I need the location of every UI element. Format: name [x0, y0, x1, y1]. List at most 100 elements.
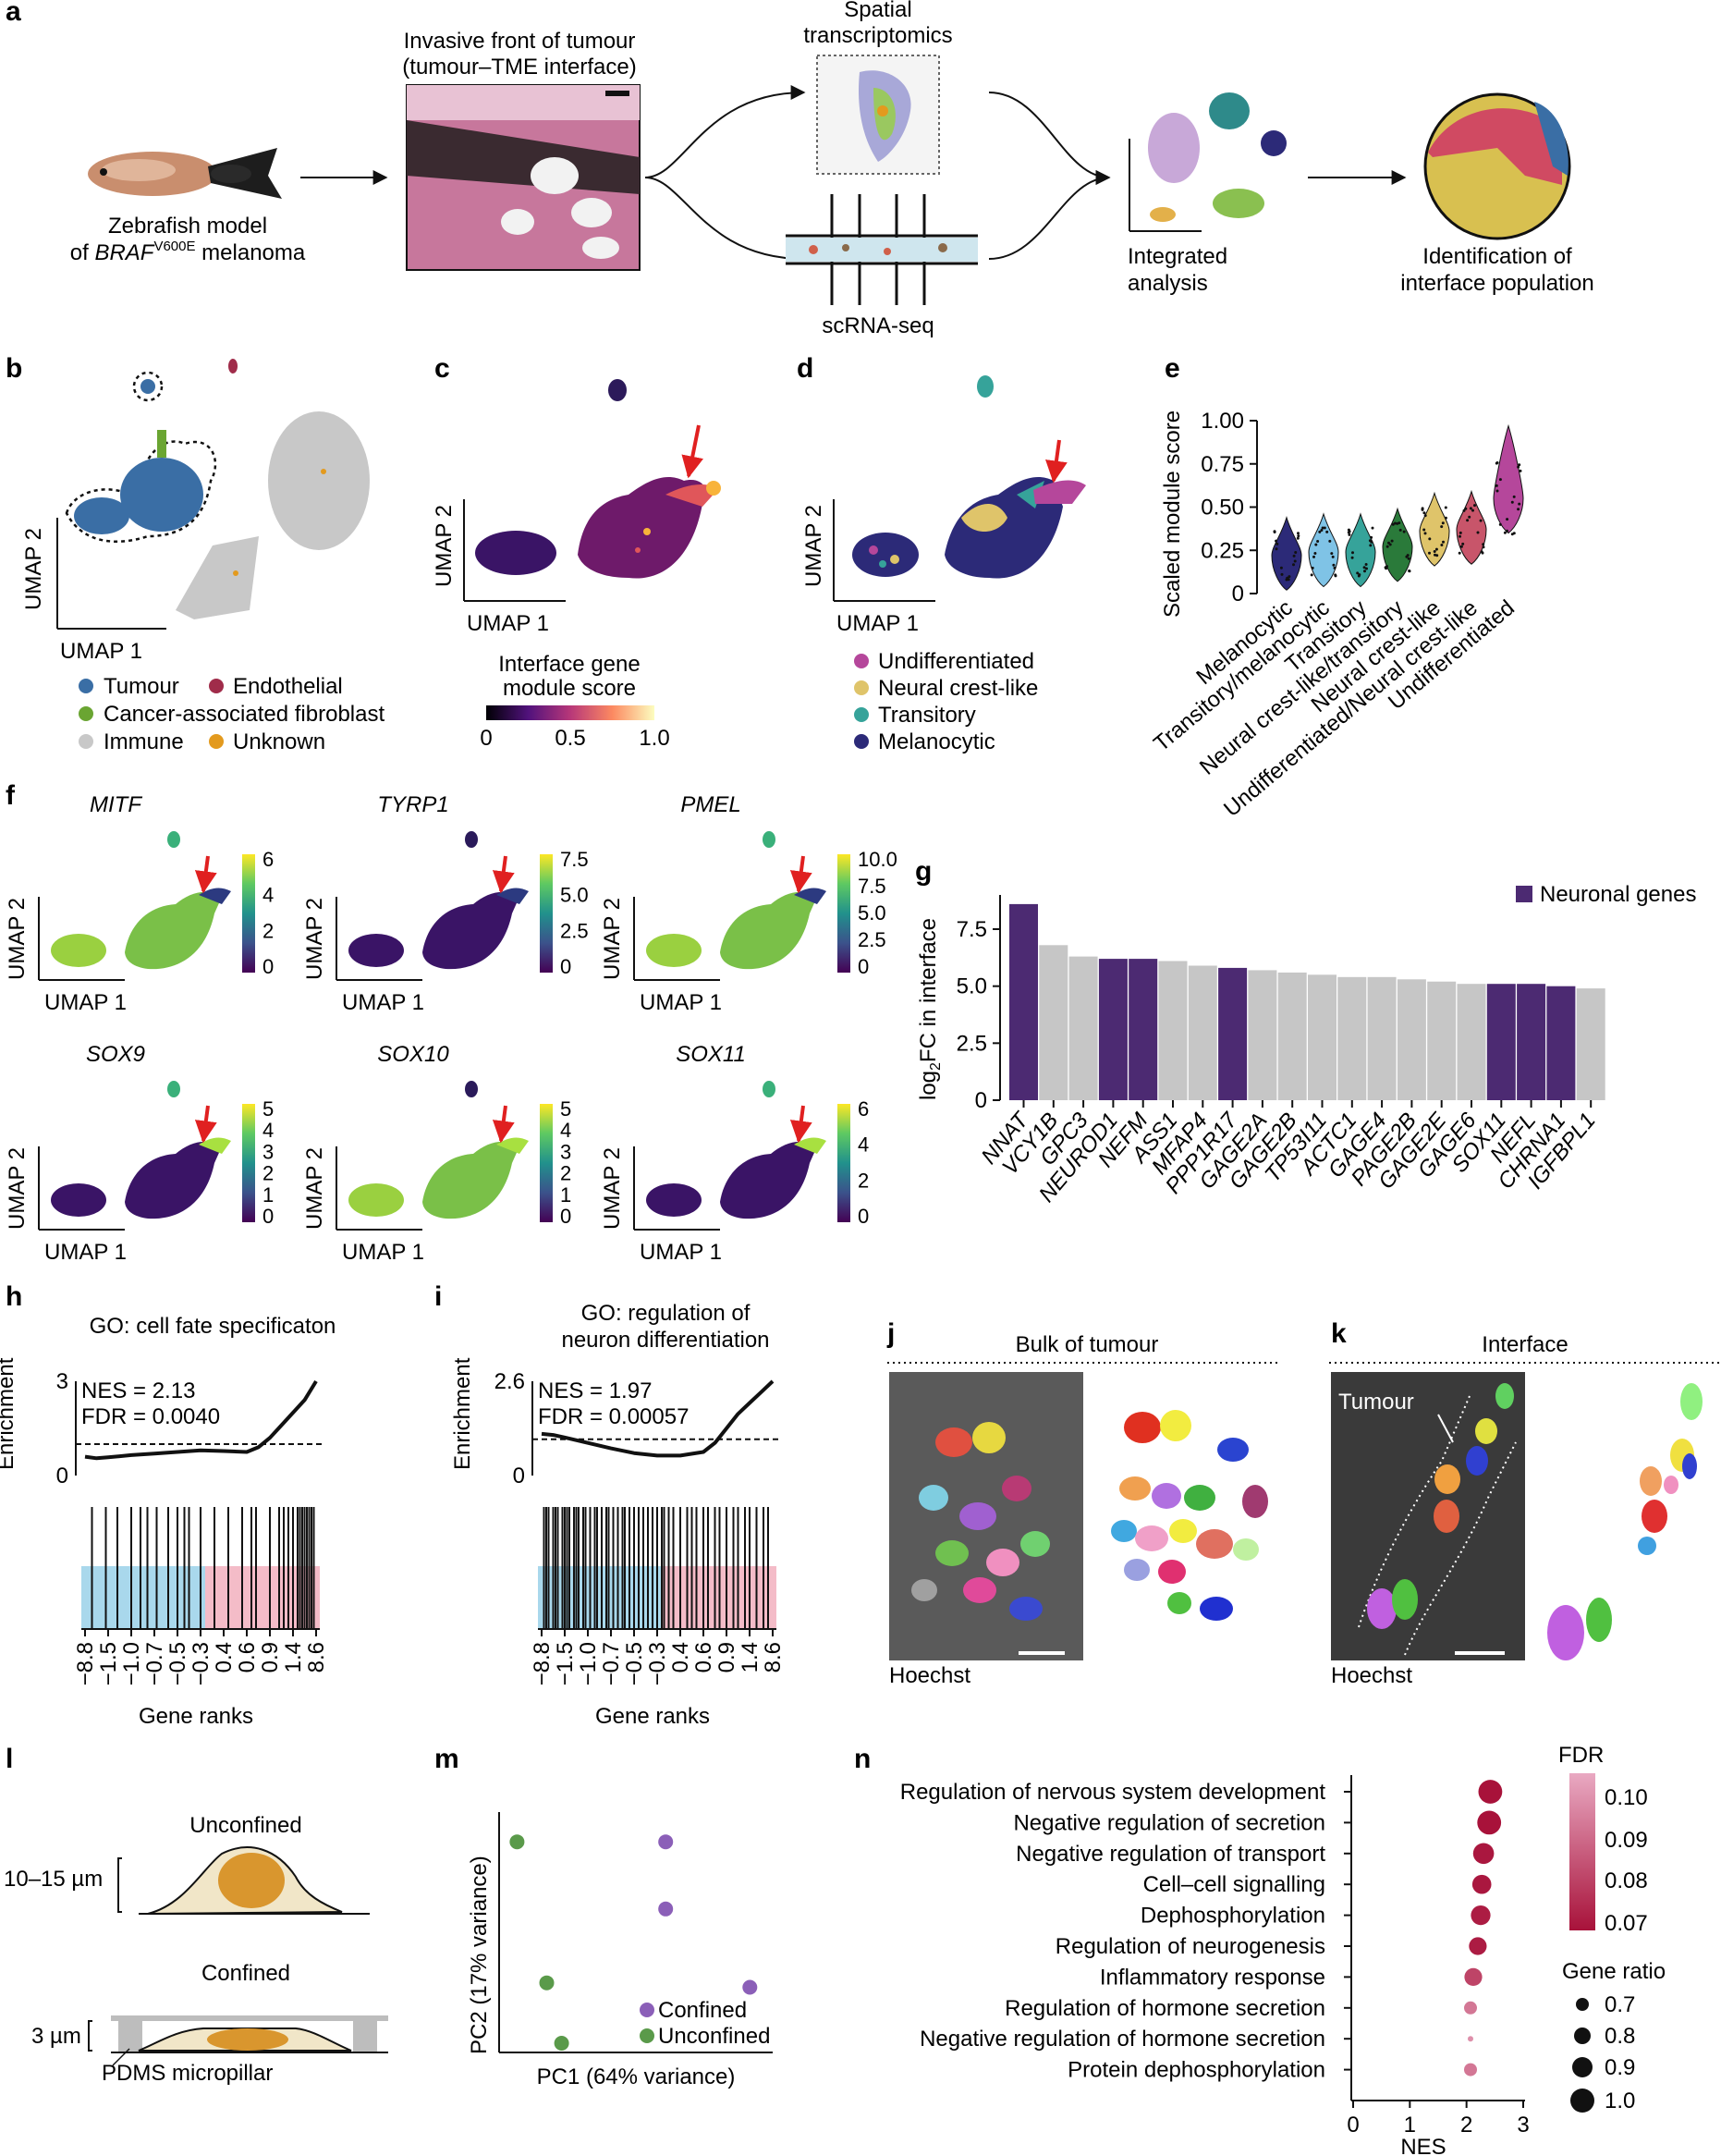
e-point — [1330, 552, 1334, 556]
e-point — [1428, 551, 1431, 555]
f-gene-title: PMEL — [680, 792, 740, 817]
n-dot — [1464, 1967, 1483, 1986]
spatial-caption-1: Spatial — [844, 0, 911, 22]
histology-image — [406, 84, 641, 271]
gsea-xtick-label: 0.4 — [212, 1642, 237, 1672]
f-umap-blob — [465, 1081, 478, 1097]
f-cbar-tick: 0 — [262, 1205, 274, 1228]
gsea-rank-negative — [81, 1566, 205, 1629]
e-ytick-label: 1.00 — [1201, 409, 1244, 434]
panel-n: n NES FDR 0.10 0.09 0.08 0.07 Gene ratio… — [854, 1743, 1666, 2156]
umap-clusters-b — [65, 359, 370, 619]
gsea-xtick-label: 0.6 — [691, 1642, 716, 1672]
e-point — [1350, 556, 1354, 559]
m-ylabel: PC2 (17% variance) — [467, 1856, 492, 2054]
f-umap-blob — [763, 1081, 775, 1097]
e-point — [1371, 526, 1374, 530]
e-point — [1388, 543, 1392, 546]
gsea-ytick-top: 3 — [56, 1369, 68, 1394]
m-xlabel: PC1 (64% variance) — [537, 2064, 736, 2089]
gsea-xtick-label: −1.5 — [553, 1642, 578, 1685]
n-term-label: Negative regulation of secretion — [1013, 1810, 1325, 1835]
e-point — [1440, 525, 1444, 529]
legend-swatch-tumour — [79, 679, 93, 693]
f-cbar-tick: 1 — [560, 1183, 571, 1207]
d-arrow — [1045, 439, 1068, 484]
f-arrow — [492, 1105, 515, 1144]
f-umap-blob — [763, 831, 775, 848]
e-point — [1332, 563, 1336, 567]
e-point — [1347, 531, 1350, 534]
f-cbar-tick: 10.0 — [858, 848, 897, 871]
j-stain: Hoechst — [889, 1663, 970, 1688]
k-title: Interface — [1482, 1332, 1568, 1357]
legend-endothelial: Endothelial — [233, 674, 343, 699]
f-xlabel: UMAP 1 — [640, 990, 722, 1015]
f-arrow — [492, 855, 515, 894]
f-umap-blob — [167, 831, 180, 848]
panel-i: i GO: regulation of neuron differentiati… — [434, 1281, 786, 1729]
gsea-xtick-label: 0.6 — [235, 1642, 260, 1672]
panel-h: h GO: cell fate specificaton Enrichment 3… — [0, 1281, 336, 1729]
e-point — [1512, 495, 1516, 498]
legend-swatch-unknown — [209, 734, 224, 749]
l-nucleus-confined — [207, 2028, 288, 2051]
l-pillar-left — [118, 2021, 142, 2052]
e-point — [1293, 559, 1297, 563]
f-ylabel: UMAP 2 — [302, 1147, 327, 1230]
gsea-xtick-label: 8.6 — [761, 1642, 786, 1672]
legend-swatch-melanocytic — [854, 734, 869, 749]
l-height-1: 10–15 µm — [4, 1867, 103, 1892]
n-size-swatch-1 — [1574, 2027, 1591, 2044]
c-colorbar — [486, 705, 654, 720]
f-cbar-tick: 2 — [262, 919, 274, 942]
f-xlabel: UMAP 1 — [44, 990, 127, 1015]
f-umap-blob — [465, 831, 478, 848]
e-point — [1390, 539, 1394, 543]
e-point — [1518, 502, 1521, 506]
integrated-caption-1: Integrated — [1128, 244, 1227, 269]
c-cbar-tick-0: 0 — [480, 726, 492, 751]
f-umap-blob — [348, 1183, 404, 1217]
f-xlabel: UMAP 1 — [342, 990, 424, 1015]
n-term-label: Inflammatory response — [1100, 1965, 1325, 1990]
n-fdr-tick-1: 0.09 — [1605, 1828, 1648, 1853]
gsea-xtick-label: −1.0 — [576, 1642, 601, 1685]
g-bar — [1218, 967, 1248, 1100]
f-cbar-tick: 4 — [858, 1133, 869, 1157]
b-legend: Tumour Endothelial Cancer-associated fib… — [79, 674, 384, 754]
f-cbar-tick: 0 — [858, 1205, 869, 1228]
e-point — [1279, 566, 1283, 570]
gsea-xtick-label: −8.8 — [73, 1642, 98, 1685]
m-legend-unconfined: Unconfined — [658, 2024, 770, 2049]
e-point — [1503, 531, 1507, 534]
e-point — [1495, 461, 1498, 465]
n-xtick-label: 3 — [1517, 2113, 1529, 2138]
n-fdr-colorbar — [1569, 1773, 1595, 1930]
f-colorbar — [837, 854, 850, 973]
e-point — [1275, 542, 1279, 545]
g-bar — [1486, 984, 1516, 1100]
e-point — [1408, 570, 1411, 573]
gsea-xtick-label: −0.3 — [189, 1642, 214, 1685]
e-point — [1471, 508, 1474, 512]
f-colorbar — [540, 854, 553, 973]
n-fdr-tick-2: 0.08 — [1605, 1868, 1648, 1893]
umap-states-d — [852, 375, 1086, 579]
n-dot — [1469, 1937, 1487, 1955]
e-point — [1334, 573, 1337, 577]
panel-g: g log2FC in interface Neuronal genes 0 2.… — [915, 856, 1696, 1207]
l-top-plate — [111, 2015, 388, 2021]
e-point — [1423, 514, 1427, 518]
f-umap-blob — [125, 1141, 222, 1219]
e-point — [1362, 566, 1366, 570]
g-ylabel: log2FC in interface — [916, 918, 944, 1100]
f-umap-blob — [51, 1183, 106, 1217]
gsea-curve — [84, 1379, 318, 1461]
g-bar — [1337, 976, 1367, 1100]
f-cbar-tick: 5.0 — [858, 901, 886, 925]
e-violin — [1456, 489, 1487, 565]
e-point — [1385, 545, 1389, 548]
g-bar — [1098, 959, 1128, 1100]
